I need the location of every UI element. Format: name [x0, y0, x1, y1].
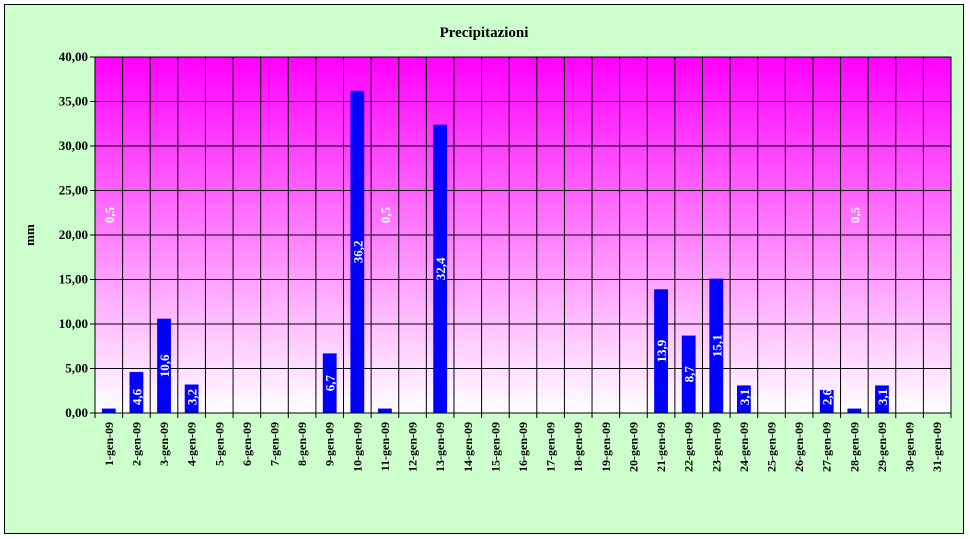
bar	[322, 353, 337, 413]
data-label: 36,2	[350, 241, 365, 264]
x-tick-label: 7-gen-09	[267, 422, 281, 466]
bar	[875, 385, 889, 413]
data-label: 10,6	[157, 354, 172, 377]
y-tick-label: 40,00	[59, 49, 88, 64]
x-tick-label: 2-gen-09	[129, 422, 143, 466]
x-tick-label: 3-gen-09	[157, 422, 171, 466]
bar	[654, 289, 668, 413]
data-label: 3,1	[737, 389, 752, 405]
x-tick-label: 28-gen-09	[847, 422, 861, 472]
bar	[157, 318, 171, 413]
x-tick-label: 10-gen-09	[350, 422, 364, 472]
plot-border	[94, 56, 952, 414]
bar	[709, 278, 724, 413]
bar	[681, 335, 696, 413]
y-axis-label: mm	[22, 224, 37, 246]
data-label: 0,5	[847, 206, 862, 223]
x-tick-label: 4-gen-09	[185, 422, 199, 466]
y-tick-label: 30,00	[59, 138, 88, 153]
data-label: 4,6	[129, 388, 144, 405]
x-tick-label: 11-gen-09	[378, 422, 392, 471]
bar	[819, 389, 834, 413]
bar	[350, 90, 365, 413]
x-tick-label: 22-gen-09	[682, 422, 696, 472]
x-tick-label: 13-gen-09	[433, 422, 447, 472]
bar	[184, 384, 199, 413]
y-tick-label: 25,00	[59, 183, 88, 198]
x-tick-label: 24-gen-09	[737, 422, 751, 472]
x-tick-label: 9-gen-09	[323, 422, 337, 466]
x-tick-label: 18-gen-09	[571, 422, 585, 472]
bar	[378, 408, 392, 413]
bar	[129, 372, 144, 413]
data-label: 6,7	[323, 375, 338, 392]
x-tick-label: 8-gen-09	[295, 422, 309, 466]
x-tick-label: 27-gen-09	[820, 422, 834, 472]
bar	[433, 124, 448, 413]
data-label: 0,5	[378, 206, 393, 223]
x-tick-label: 26-gen-09	[792, 422, 806, 472]
x-tick-label: 5-gen-09	[212, 422, 226, 466]
x-tick-label: 16-gen-09	[516, 422, 530, 472]
x-tick-label: 31-gen-09	[930, 422, 944, 472]
data-label: 3,2	[185, 389, 200, 405]
y-tick-label: 0,00	[65, 405, 88, 420]
x-tick-label: 30-gen-09	[903, 422, 917, 472]
data-label: 15,1	[709, 334, 724, 357]
x-tick-label: 29-gen-09	[875, 422, 889, 472]
x-tick-label: 23-gen-09	[709, 422, 723, 472]
y-tick-label: 35,00	[59, 94, 88, 109]
x-tick-label: 1-gen-09	[102, 422, 116, 466]
chart-title: Precipitazioni	[440, 25, 529, 41]
x-tick-label: 17-gen-09	[544, 422, 558, 472]
plot-area: 0,00 5,00 10,00 15,00 20,00 25,00 30,00 35,00 40…	[59, 49, 952, 472]
x-tick-label: 15-gen-09	[488, 422, 502, 472]
data-label: 2,6	[820, 388, 835, 405]
y-tick-label: 15,00	[59, 272, 88, 287]
x-tick-label: 6-gen-09	[240, 422, 254, 466]
bar	[847, 408, 862, 413]
x-tick-label: 21-gen-09	[654, 422, 668, 472]
x-tick-label: 14-gen-09	[461, 422, 475, 472]
data-label: 13,9	[654, 339, 669, 362]
data-label: 32,4	[433, 257, 448, 280]
x-tick-label: 25-gen-09	[765, 422, 779, 472]
data-label: 0,5	[102, 206, 117, 223]
bar	[101, 408, 116, 413]
data-label: 3,1	[875, 389, 890, 405]
x-tick-label: 19-gen-09	[599, 422, 613, 472]
y-tick-label: 20,00	[59, 227, 88, 242]
bar	[737, 385, 751, 413]
x-tick-label: 20-gen-09	[626, 422, 640, 472]
data-label: 8,7	[682, 366, 697, 383]
x-tick-label: 12-gen-09	[406, 422, 420, 472]
y-tick-label: 10,00	[59, 316, 88, 331]
y-tick-label: 5,00	[65, 361, 88, 376]
